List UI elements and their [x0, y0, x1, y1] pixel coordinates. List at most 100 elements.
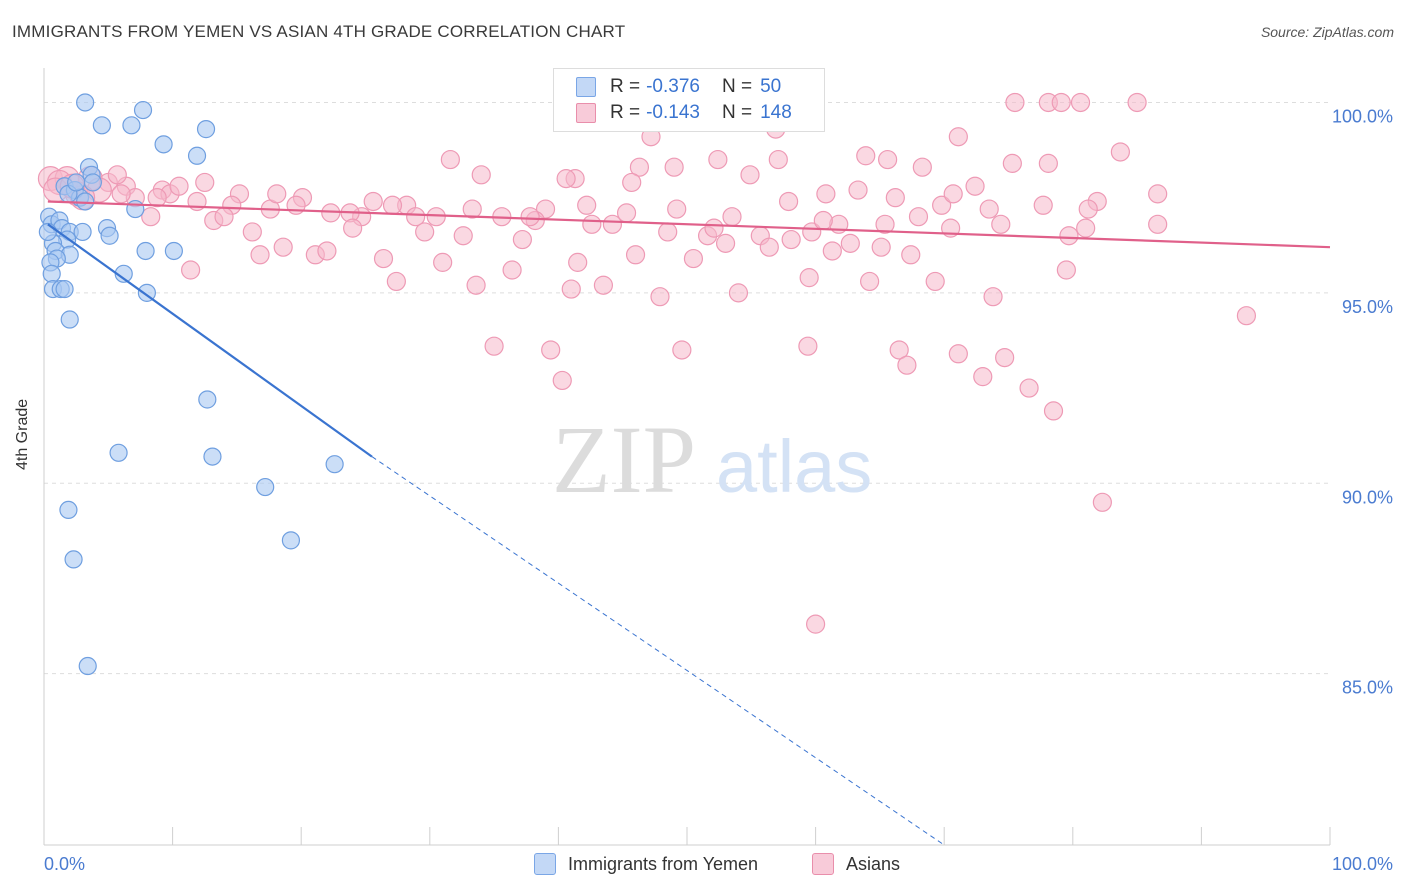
- x-tick-label: 0.0%: [44, 854, 85, 874]
- asians-point: [273, 237, 293, 257]
- asians-point: [214, 207, 234, 227]
- asians-point: [875, 214, 895, 234]
- asians-point: [1148, 214, 1168, 234]
- chart-title: IMMIGRANTS FROM YEMEN VS ASIAN 4TH GRADE…: [12, 22, 626, 41]
- asians-point: [802, 222, 822, 242]
- bottom-legend-yemen: Immigrants from Yemen: [534, 852, 758, 876]
- asians-point: [728, 283, 749, 303]
- yemen-point: [42, 264, 61, 283]
- asians-point: [577, 195, 597, 215]
- asians-point: [889, 340, 909, 360]
- asians-point: [1148, 184, 1168, 204]
- yemen-point: [55, 279, 74, 299]
- trend-lines: [47, 200, 1331, 846]
- asians-point: [781, 229, 801, 250]
- legend-n-value: 50: [760, 76, 782, 97]
- asians-point: [840, 233, 860, 253]
- yemen-point: [100, 226, 119, 245]
- asians-point: [629, 157, 650, 177]
- asians-point: [885, 188, 905, 208]
- asians-point: [512, 229, 532, 250]
- yemen-point: [38, 222, 57, 242]
- asians-point: [965, 176, 985, 196]
- asians-point: [1076, 218, 1096, 238]
- asians-point: [908, 207, 929, 227]
- asians-point: [995, 347, 1015, 368]
- yemen-point: [83, 173, 102, 192]
- asians-point: [250, 245, 270, 265]
- asians-point: [1051, 92, 1071, 113]
- asians-point: [141, 207, 161, 227]
- legend-n-value: 148: [760, 102, 792, 123]
- asians-point: [871, 237, 891, 257]
- y-axis-label: 4th Grade: [14, 398, 31, 470]
- asians-point: [948, 127, 968, 147]
- asians-point: [471, 165, 491, 185]
- asians-point: [848, 180, 868, 200]
- legend-r-label: R =: [610, 102, 641, 123]
- asians-point: [1002, 153, 1022, 173]
- asians-point: [582, 214, 602, 234]
- asians-point: [1059, 226, 1079, 246]
- asians-point: [768, 149, 788, 170]
- asians-point: [1019, 378, 1039, 398]
- asians-point: [878, 149, 898, 170]
- asians-point: [625, 245, 646, 265]
- asians-point: [321, 203, 341, 223]
- asians-point: [462, 199, 482, 219]
- asians-point: [715, 233, 736, 253]
- asians-point: [602, 214, 623, 234]
- asians-point: [813, 210, 833, 231]
- asians-points: [37, 92, 1257, 634]
- asians-point: [520, 207, 540, 227]
- asians-point: [593, 275, 614, 295]
- y-tick-label: 100.0%: [1332, 106, 1393, 126]
- yemen-point: [281, 531, 301, 550]
- y-tick-label: 90.0%: [1342, 487, 1393, 507]
- yemen-point: [109, 443, 128, 462]
- legend-swatch-asians: [576, 103, 596, 123]
- legend-r-label: R =: [610, 76, 641, 97]
- asians-point: [195, 172, 215, 193]
- asians-point: [616, 203, 637, 223]
- asians-point: [798, 336, 818, 356]
- asians-point: [1056, 260, 1076, 280]
- yemen-point: [198, 390, 217, 409]
- yemen-point: [136, 241, 155, 261]
- bottom-legend-swatch-yemen: [534, 853, 556, 875]
- asians-point: [1070, 92, 1091, 113]
- asians-point: [740, 165, 760, 185]
- asians-point: [948, 344, 968, 364]
- asians-point: [453, 226, 473, 246]
- yemen-trend-line: [47, 223, 373, 458]
- asians-point: [704, 218, 724, 238]
- asians-point: [991, 214, 1011, 234]
- asians-point: [658, 222, 678, 242]
- asians-point: [466, 275, 486, 295]
- asians-point: [650, 287, 670, 307]
- asians-point: [484, 336, 504, 356]
- asians-point: [267, 184, 287, 204]
- asians-point: [622, 172, 642, 193]
- yemen-point: [76, 93, 95, 112]
- asians-point: [1078, 199, 1098, 219]
- asians-point: [1127, 92, 1147, 113]
- legend-swatch-yemen: [576, 77, 596, 97]
- yemen-point: [67, 173, 86, 192]
- asians-point: [561, 279, 581, 299]
- asians-trend-line: [47, 200, 1331, 249]
- asians-point: [897, 355, 917, 375]
- asians-point: [1092, 492, 1112, 512]
- asians-point: [1043, 401, 1064, 421]
- yemen-point: [196, 120, 216, 139]
- yemen-points: [38, 93, 344, 676]
- asians-point: [169, 176, 189, 196]
- yemen-point: [325, 455, 344, 474]
- watermark-atlas: atlas: [716, 425, 872, 508]
- stats-legend: R = -0.376 N = 50 R = -0.143 N = 148: [553, 68, 825, 132]
- legend-row-asians: R = -0.143 N = 148: [576, 101, 792, 125]
- legend-row-yemen: R = -0.376 N = 50: [576, 75, 781, 99]
- y-tick-label: 95.0%: [1342, 297, 1393, 317]
- legend-r-value: -0.376: [646, 76, 700, 97]
- asians-point: [932, 195, 952, 215]
